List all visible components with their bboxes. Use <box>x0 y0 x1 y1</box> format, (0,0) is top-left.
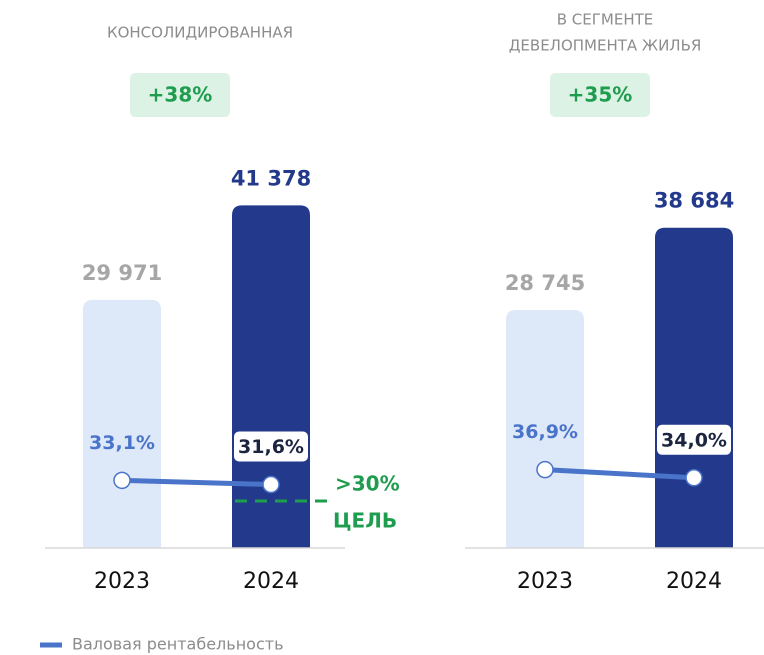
line-value-label: 33,1% <box>89 432 155 454</box>
panel-title: ДЕВЕЛОПМЕНТА ЖИЛЬЯ <box>509 37 702 55</box>
x-tick-label: 2024 <box>243 569 299 594</box>
bar <box>655 227 733 549</box>
panel-title: В СЕГМЕНТЕ <box>557 11 654 29</box>
bar <box>83 299 161 548</box>
line-value-label: 34,0% <box>661 429 727 451</box>
line-label-bg <box>657 424 731 455</box>
bar-value-label: 41 378 <box>231 166 311 190</box>
badge: +38% <box>148 83 213 107</box>
bar-value-label: 38 684 <box>654 189 734 213</box>
bar <box>506 309 584 548</box>
panel-title: КОНСОЛИДИРОВАННАЯ <box>107 24 293 42</box>
line-point <box>536 460 554 479</box>
line-point <box>262 475 280 494</box>
line-point <box>685 469 703 487</box>
line-value-label: 31,6% <box>238 436 304 458</box>
target-text: ЦЕЛЬ <box>333 509 397 533</box>
badge-bg <box>130 73 230 117</box>
x-tick-label: 2023 <box>94 569 150 594</box>
badge: +35% <box>568 83 633 107</box>
line-point <box>113 471 131 490</box>
line <box>544 467 695 481</box>
line-label-bg <box>234 431 308 462</box>
x-tick-label: 2023 <box>517 569 573 594</box>
badge-bg <box>550 73 650 117</box>
bar-value-label: 29 971 <box>82 261 162 285</box>
bar <box>232 205 310 548</box>
legend-label: Валовая рентабельность <box>72 635 284 654</box>
line-value-label: 36,9% <box>512 421 578 443</box>
target-label: >30% <box>335 472 400 496</box>
bar-value-label: 28 745 <box>505 271 585 295</box>
line <box>121 477 272 488</box>
x-tick-label: 2024 <box>666 569 722 594</box>
